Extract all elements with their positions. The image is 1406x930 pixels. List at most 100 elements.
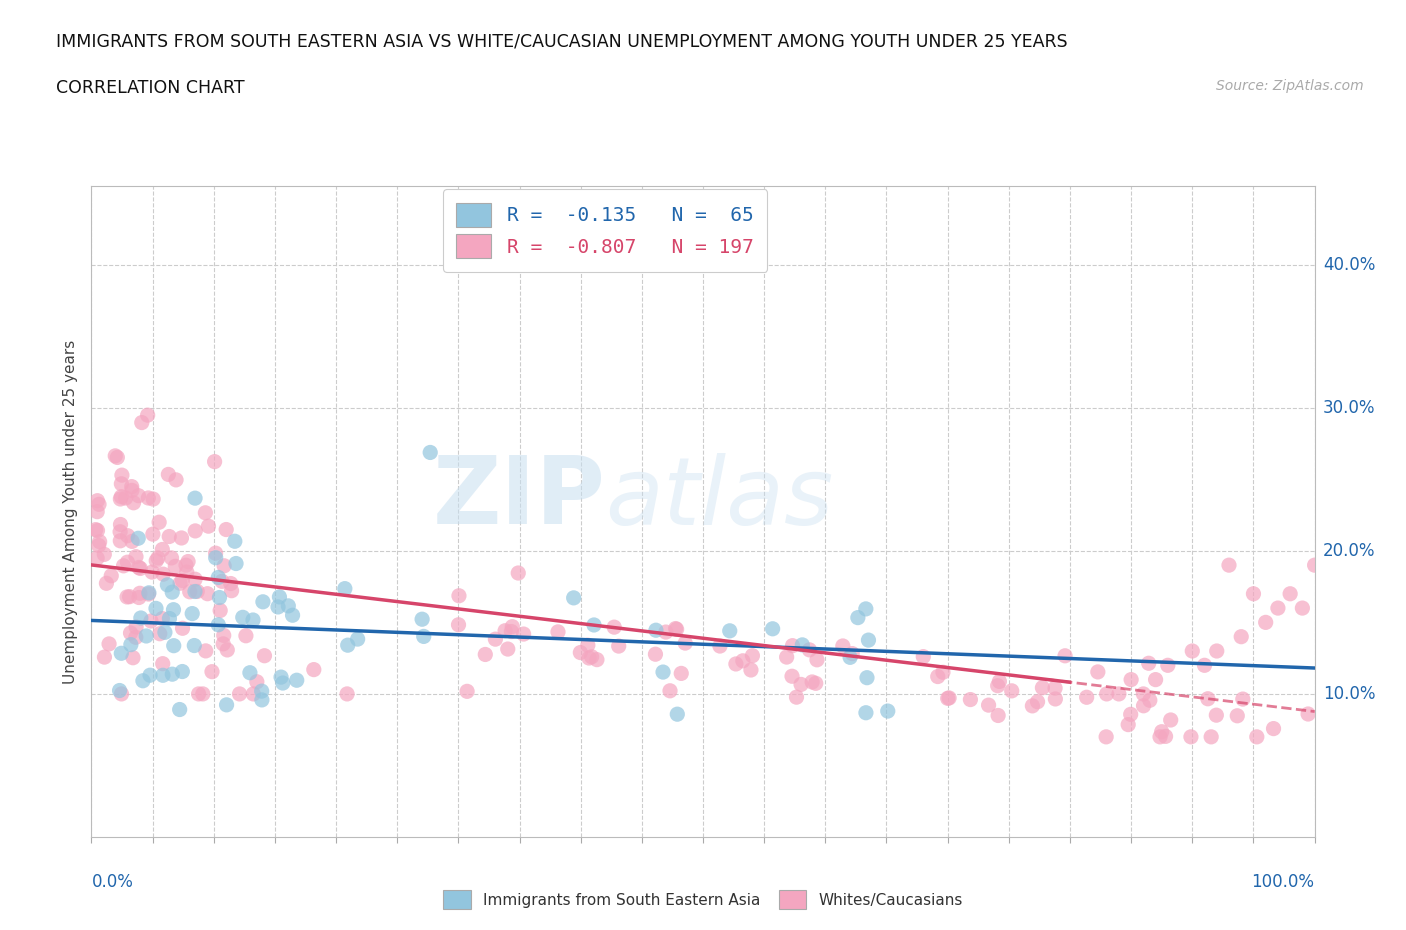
Point xyxy=(665,622,688,637)
Point xyxy=(160,551,183,565)
Point xyxy=(1095,686,1118,701)
Point xyxy=(1116,717,1139,732)
Point xyxy=(194,644,217,658)
Point xyxy=(562,591,585,605)
Point xyxy=(136,407,159,422)
Point xyxy=(208,590,231,604)
Point xyxy=(724,657,747,671)
Point xyxy=(100,568,122,583)
Point xyxy=(172,664,194,679)
Point xyxy=(336,638,359,653)
Point xyxy=(456,684,478,698)
Point xyxy=(1121,672,1143,687)
Point xyxy=(664,621,686,636)
Point xyxy=(235,629,257,644)
Point xyxy=(93,547,115,562)
Point xyxy=(1137,656,1160,671)
Point xyxy=(1108,686,1130,701)
Point xyxy=(183,638,205,653)
Point xyxy=(1296,707,1319,722)
Point xyxy=(145,601,167,616)
Text: 20.0%: 20.0% xyxy=(1323,542,1375,560)
Point xyxy=(110,489,132,504)
Point xyxy=(1132,686,1154,701)
Point xyxy=(187,686,209,701)
Point xyxy=(1279,586,1302,601)
Point xyxy=(112,558,135,573)
Point xyxy=(172,573,194,588)
Point xyxy=(138,585,160,600)
Point xyxy=(150,611,173,626)
Point xyxy=(93,650,115,665)
Point xyxy=(204,546,226,561)
Point xyxy=(1205,708,1227,723)
Text: IMMIGRANTS FROM SOUTH EASTERN ASIA VS WHITE/CAUCASIAN UNEMPLOYMENT AMONG YOUTH U: IMMIGRANTS FROM SOUTH EASTERN ASIA VS WH… xyxy=(56,33,1069,50)
Point xyxy=(191,686,214,701)
Point xyxy=(197,586,219,601)
Point xyxy=(212,628,235,643)
Point xyxy=(673,635,696,650)
Point xyxy=(141,565,163,579)
Point xyxy=(146,551,169,565)
Point xyxy=(253,648,276,663)
Point xyxy=(1199,729,1222,744)
Point xyxy=(1254,615,1277,630)
Point xyxy=(804,676,827,691)
Point xyxy=(741,648,763,663)
Point xyxy=(174,558,197,573)
Point xyxy=(1226,709,1249,724)
Point xyxy=(128,560,150,575)
Point xyxy=(1263,721,1285,736)
Point xyxy=(512,627,534,642)
Point xyxy=(474,647,496,662)
Point xyxy=(121,479,143,494)
Point xyxy=(786,690,808,705)
Point xyxy=(718,623,741,638)
Text: 0.0%: 0.0% xyxy=(91,872,134,891)
Point xyxy=(1180,729,1202,744)
Point xyxy=(1150,724,1173,739)
Point xyxy=(1076,690,1098,705)
Point xyxy=(1267,601,1289,616)
Point xyxy=(186,584,208,599)
Point xyxy=(122,496,145,511)
Point xyxy=(159,611,181,626)
Point xyxy=(110,492,132,507)
Point xyxy=(927,669,949,684)
Point xyxy=(1160,712,1182,727)
Point xyxy=(1205,644,1227,658)
Point xyxy=(127,531,149,546)
Y-axis label: Unemployment Among Youth under 25 years: Unemployment Among Youth under 25 years xyxy=(63,339,79,684)
Point xyxy=(110,686,132,701)
Point xyxy=(277,598,299,613)
Point xyxy=(250,684,273,698)
Point xyxy=(336,686,359,701)
Point xyxy=(215,522,238,537)
Point xyxy=(1139,693,1161,708)
Point xyxy=(876,704,898,719)
Point xyxy=(114,490,136,505)
Point xyxy=(228,686,250,701)
Point xyxy=(494,623,516,638)
Point xyxy=(252,594,274,609)
Point xyxy=(977,698,1000,712)
Point xyxy=(987,708,1010,723)
Point xyxy=(131,415,153,430)
Point xyxy=(211,574,233,589)
Point xyxy=(936,691,959,706)
Point xyxy=(801,674,824,689)
Point xyxy=(1149,729,1171,744)
Point xyxy=(411,612,433,627)
Point xyxy=(1232,692,1254,707)
Point xyxy=(419,445,441,460)
Point xyxy=(302,662,325,677)
Point xyxy=(1197,691,1219,706)
Point xyxy=(267,600,290,615)
Text: 40.0%: 40.0% xyxy=(1323,256,1375,273)
Point xyxy=(1021,698,1043,713)
Point xyxy=(856,671,879,685)
Point xyxy=(184,524,207,538)
Point xyxy=(138,587,160,602)
Point xyxy=(184,572,207,587)
Point xyxy=(652,665,675,680)
